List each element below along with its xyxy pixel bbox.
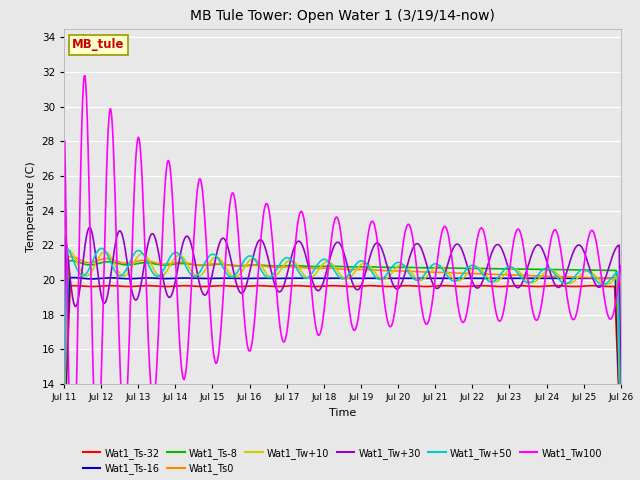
Text: MB_tule: MB_tule — [72, 38, 125, 51]
Title: MB Tule Tower: Open Water 1 (3/19/14-now): MB Tule Tower: Open Water 1 (3/19/14-now… — [190, 10, 495, 24]
Legend: Wat1_Ts-32, Wat1_Ts-16, Wat1_Ts-8, Wat1_Ts0, Wat1_Tw+10, Wat1_Tw+30, Wat1_Tw+50,: Wat1_Ts-32, Wat1_Ts-16, Wat1_Ts-8, Wat1_… — [79, 444, 606, 479]
Y-axis label: Temperature (C): Temperature (C) — [26, 161, 36, 252]
X-axis label: Time: Time — [329, 408, 356, 418]
